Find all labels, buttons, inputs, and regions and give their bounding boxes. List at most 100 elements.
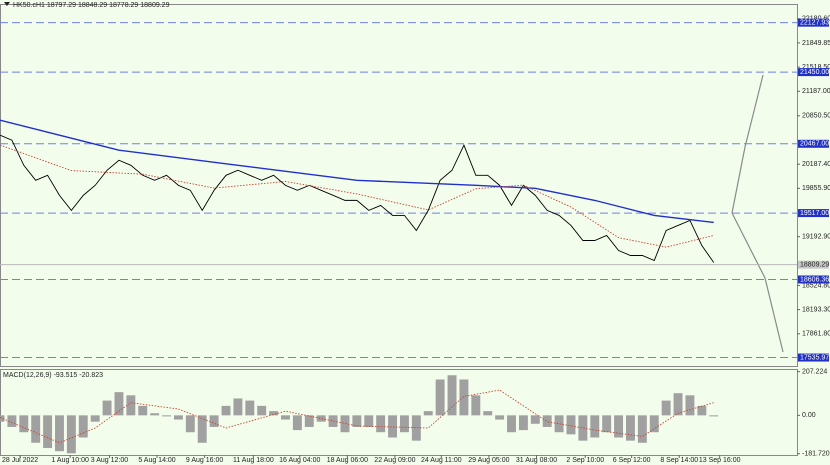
macd-bar [614, 415, 624, 438]
macd-bar [423, 411, 433, 416]
macd-bar [649, 415, 659, 433]
macd-bar [197, 415, 207, 443]
macd-bar [126, 395, 136, 416]
macd-bar [602, 415, 612, 433]
y-tick-label: -181.720 [802, 451, 830, 458]
macd-bar [697, 405, 707, 416]
macd-bar [7, 415, 17, 427]
macd-bar [673, 393, 683, 416]
current-price-label: 18809.29 [800, 262, 829, 269]
header: HK50.cH1 18797.29 18848.29 18778.29 1880… [13, 2, 170, 9]
macd-bar [233, 398, 243, 416]
x-tick-label: 2 Sep 10:00 [566, 457, 604, 464]
macd-bar [173, 415, 183, 420]
macd-bar [31, 415, 41, 443]
macd-bar [495, 415, 505, 420]
macd-bar [316, 415, 326, 422]
macd-bar [399, 415, 409, 433]
macd-bar [518, 415, 528, 431]
macd-bar [43, 415, 53, 449]
y-tick-label: 17861.80 [802, 331, 830, 338]
level-label: 20467.00 [800, 141, 829, 148]
macd-bar [471, 395, 481, 416]
level-label: 17535.97 [800, 354, 829, 361]
macd-bar [55, 415, 64, 452]
macd-bar [388, 415, 398, 438]
macd-bar [245, 400, 255, 416]
y-tick-label: 20187.40 [802, 161, 830, 168]
macd-bar [209, 415, 219, 427]
x-tick-label: 11 Aug 18:00 [233, 457, 274, 464]
forecast-arrows [731, 74, 784, 353]
x-tick-label: 1 Aug 10:00 [51, 457, 88, 464]
y-tick-label: 18193.30 [802, 306, 830, 313]
macd-bar [376, 415, 386, 433]
level-box [798, 18, 829, 27]
x-tick-label: 16 Aug 04:00 [279, 457, 320, 464]
macd-bar [281, 415, 290, 420]
y-tick-label: 19855.90 [802, 185, 830, 192]
macd-bar [150, 413, 160, 416]
macd-bar [138, 405, 148, 416]
x-tick-label: 29 Aug 05:00 [468, 457, 509, 464]
y-tick-label: 207.224 [802, 368, 827, 375]
x-tick-label: 8 Sep 14:00 [660, 457, 698, 464]
macd-bar [0, 415, 5, 422]
macd-bar [78, 415, 88, 438]
macd-bar [328, 415, 338, 427]
level-box [798, 353, 829, 362]
macd-bar [102, 400, 112, 416]
level-label: 18606.36 [800, 276, 829, 283]
macd-bar [507, 415, 516, 433]
macd-bar [661, 400, 671, 416]
macd-bar [411, 415, 421, 441]
macd-bar [340, 415, 350, 433]
level-box [798, 68, 829, 77]
level-box [798, 209, 829, 218]
macd-bar [542, 415, 552, 427]
macd-bar [590, 415, 600, 438]
macd-bar [66, 415, 76, 454]
x-tick-label: 6 Sep 12:00 [613, 457, 651, 464]
x-tick-label: 13 Sep 16:00 [699, 457, 741, 464]
level-label: 19517.00 [800, 210, 829, 217]
macd-bar [19, 415, 29, 433]
x-tick-label: 18 Aug 06:00 [327, 457, 368, 464]
moving-average [0, 144, 714, 248]
macd-bar [447, 375, 457, 416]
x-tick-label: 24 Aug 11:00 [421, 457, 462, 464]
level-box [798, 139, 829, 148]
macd-bar [304, 415, 314, 427]
x-tick-label: 5 Aug 14:00 [138, 457, 175, 464]
level-box [798, 275, 829, 284]
macd-bar [637, 415, 647, 443]
macd-bar [566, 415, 576, 435]
macd-bar [162, 415, 171, 417]
macd-label: MACD(12,26,9) -93.515 -20.823 [3, 372, 103, 379]
y-tick-label: 21518.50 [802, 64, 830, 71]
x-tick-label: 22 Aug 09:00 [374, 457, 415, 464]
macd-bar [90, 415, 100, 422]
macd-bar [626, 415, 635, 441]
macd-bar [709, 415, 719, 417]
macd-bar [435, 379, 445, 416]
price-line [0, 134, 715, 263]
macd-frame [0, 369, 798, 456]
moving-average [0, 119, 714, 224]
macd-bar [114, 392, 124, 416]
x-tick-label: 28 Jul 2022 [2, 457, 38, 464]
x-tick-label: 3 Aug 12:00 [91, 457, 128, 464]
y-tick-label: 18524.80 [802, 282, 830, 289]
current-price-box [798, 260, 829, 269]
macd-bar [685, 395, 695, 416]
x-tick-label: 31 Aug 08:00 [516, 457, 557, 464]
menu-arrow[interactable] [4, 2, 10, 6]
arrow-up [731, 74, 764, 214]
macd-bar [554, 415, 564, 433]
macd-bar [221, 405, 231, 416]
macd-bar [185, 415, 195, 433]
y-tick-label: 0.00 [802, 412, 816, 419]
y-tick-label: 21849.85 [802, 40, 830, 47]
